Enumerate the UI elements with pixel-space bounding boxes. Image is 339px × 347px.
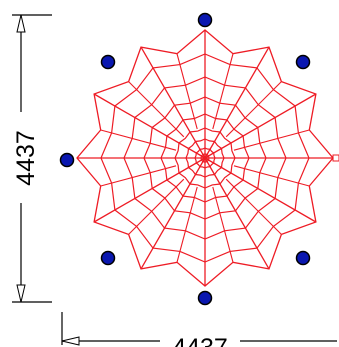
web-secondary-spoke: [128, 178, 185, 235]
anchor-post: [100, 250, 116, 266]
anchor-post: [197, 290, 213, 306]
anchor-post: [197, 12, 213, 28]
web-ring: [123, 76, 287, 240]
web-secondary-spoke: [233, 129, 310, 151]
web-spoke: [204, 157, 317, 223]
web-ring: [194, 147, 216, 169]
web-spoke: [93, 157, 206, 223]
web-secondary-spoke: [176, 53, 198, 130]
web-hub: [200, 153, 210, 163]
web-secondary-spoke: [128, 81, 185, 138]
width-dimension: 4437: [61, 312, 337, 347]
web-spoke: [204, 46, 270, 159]
anchor-post: [100, 54, 116, 70]
web-secondary-spoke: [212, 186, 234, 263]
width-dimension-label: 4437: [172, 334, 228, 347]
web-spoke: [93, 93, 206, 159]
height-dimension: 4437: [12, 14, 52, 303]
web-secondary-spoke: [233, 165, 310, 187]
arrowhead-top: [16, 14, 26, 33]
web-ring: [143, 96, 267, 220]
height-dimension-label: 4437: [12, 130, 40, 186]
web-secondary-spoke: [176, 186, 198, 263]
web-spoke: [204, 93, 317, 159]
web-spoke: [204, 157, 270, 270]
arrowhead-bottom: [16, 284, 26, 303]
anchor-post: [295, 250, 311, 266]
web-secondary-spoke: [225, 178, 282, 235]
anchor-post: [59, 152, 75, 168]
web-secondary-spoke: [212, 53, 234, 130]
web-ring: [160, 113, 250, 203]
web-spoke: [140, 157, 206, 270]
web-ring: [185, 138, 225, 178]
web-secondary-spoke: [100, 129, 177, 151]
spider-web-net: [76, 29, 339, 287]
web-ring: [100, 53, 310, 263]
arrowhead-left: [61, 336, 80, 346]
web-tip-marker: [332, 154, 339, 162]
anchor-post: [295, 54, 311, 70]
web-secondary-spoke: [100, 165, 177, 187]
web-secondary-spoke: [225, 81, 282, 138]
web-ring: [174, 127, 236, 189]
anchor-posts: [59, 12, 311, 306]
web-spoke: [140, 46, 206, 159]
